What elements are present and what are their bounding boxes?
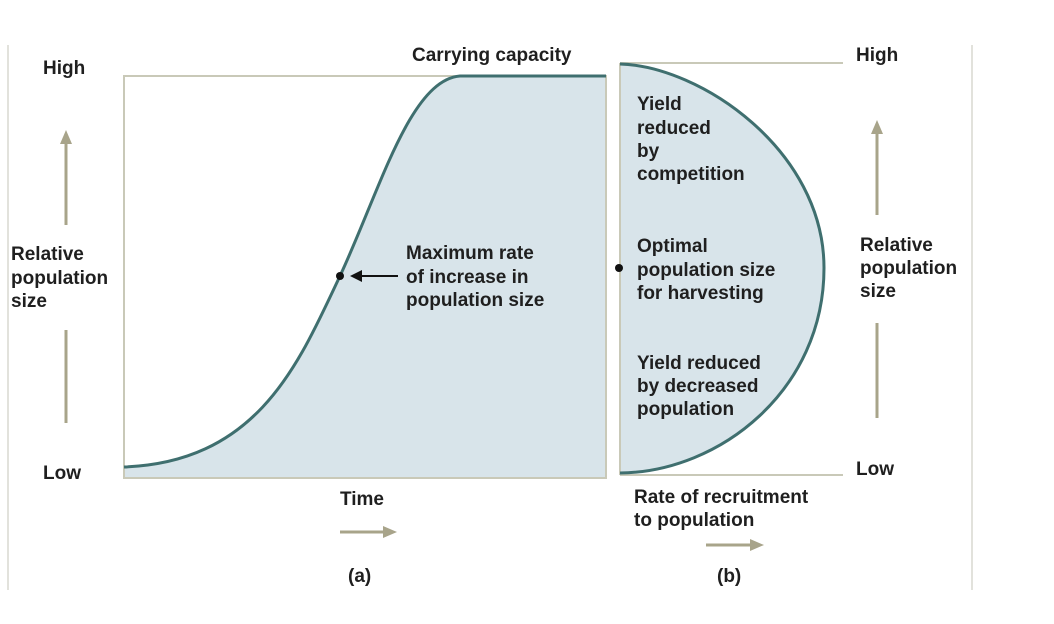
zone-mid-2: population size [637,260,775,281]
panel-a-letter: (a) [348,566,371,587]
max-rate-annotation-2: of increase in [406,267,529,288]
panel-b-up-arrow-head [871,120,883,134]
panel-b-y-high: High [856,45,898,66]
zone-top-2: reduced [637,118,711,139]
zone-bottom-1: Yield reduced [637,353,761,374]
zone-mid-1: Optimal [637,236,708,257]
panel-b-letter: (b) [717,566,741,587]
panel-a-y-label-1: Relative [11,244,84,265]
panel-a-y-label-3: size [11,291,47,312]
panel-a-y-low: Low [43,463,81,484]
panel-a-x-arrow-head [383,526,397,538]
zone-bottom-2: by decreased [637,376,758,397]
zone-top-1: Yield [637,94,682,115]
panel-a-y-high: High [43,58,85,79]
panel-b-x-label-1: Rate of recruitment [634,487,809,508]
panel-b-y-label-2: population [860,258,957,279]
panel-a-y-label-2: population [11,268,108,289]
zone-mid-3: for harvesting [637,283,764,304]
carrying-capacity-label: Carrying capacity [412,45,572,66]
panel-b-x-label-2: to population [634,510,754,531]
zone-top-3: by [637,141,660,162]
panel-b-y-label-1: Relative [860,235,933,256]
inflection-point-dot [336,272,344,280]
max-rate-annotation-3: population size [406,290,544,311]
panel-a-up-arrow-head [60,130,72,144]
panel-a-frame [123,75,607,479]
recruitment-curve [619,62,826,475]
max-rate-annotation-1: Maximum rate [406,243,534,264]
panel-a-x-label: Time [340,489,384,510]
panel-b: Yield reduced by competition Optimal pop… [615,45,957,587]
optimal-point-dot [615,264,623,272]
zone-top-4: competition [637,164,745,185]
recruitment-fill-area [620,64,824,473]
inflection-pointer-arrowhead [350,270,362,282]
zone-bottom-3: population [637,399,734,420]
panel-b-x-arrow-head [750,539,764,551]
panel-b-y-label-3: size [860,281,896,302]
panel-a: High Low Relative population size Carryi… [11,45,607,587]
panel-b-y-low: Low [856,459,894,480]
